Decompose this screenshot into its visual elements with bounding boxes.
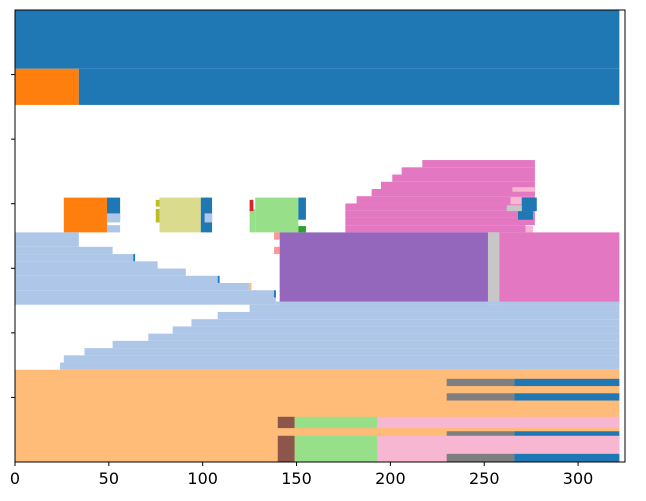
x-tick-label-3: 150 [281,469,312,488]
bar-segment-62 [446,378,515,387]
bar-segment-54 [191,319,620,327]
bar-segment-36 [15,261,158,269]
bar-segment-29 [249,208,256,233]
bar-segment-43 [217,275,220,284]
bar-segment-40 [15,290,275,298]
bar-segment-38 [15,275,218,284]
bar-segment-47 [274,246,280,255]
bar-segment-1 [15,68,79,105]
bar-segment-56 [148,333,620,341]
bar-segment-63 [514,378,620,387]
x-axis: 0 50 100 150 200 250 300 [10,462,593,488]
bar-segment-9 [345,203,535,211]
bar-segment-70 [514,431,620,440]
bar-segment-75 [514,453,620,462]
bar-segment-16 [506,205,522,212]
bar-segment-71 [277,435,295,462]
bar-segment-35 [15,254,134,262]
bar-segment-34 [15,246,113,255]
bar-segment-31 [249,199,254,212]
bar-segments [15,10,620,462]
bar-segment-23 [159,197,201,233]
bar-segment-65 [514,393,620,401]
bar-segment-46 [274,232,280,240]
bar-segment-72 [294,435,378,462]
bar-segment-5 [392,174,535,182]
bar-segment-45 [274,290,276,298]
bar-segment-51 [275,301,620,305]
bar-segment-60 [60,362,620,370]
bar-segment-11 [345,217,535,226]
bar-segment-57 [112,340,620,349]
bar-segment-66 [277,416,295,429]
bar-segment-37 [15,268,186,276]
bar-segment-27 [155,199,160,207]
x-tick-label-1: 50 [99,469,119,488]
bar-segment-42 [133,254,136,262]
bar-segment-17 [518,211,534,220]
bar-segment-2 [78,68,620,105]
bar-segment-50 [499,232,620,305]
bar-segment-18 [525,226,534,233]
bar-segment-67 [294,416,378,429]
bar-segment-0 [15,10,620,69]
bar-segment-15 [521,197,537,212]
bar-segment-21 [106,225,121,233]
bar-segment-3 [422,160,535,168]
x-tick-label-2: 100 [187,469,218,488]
bar-segment-32 [298,226,306,233]
bar-segment-26 [155,208,160,223]
bar-segment-30 [298,197,306,220]
bar-segment-64 [446,393,515,401]
bar-segment-33 [15,232,79,247]
x-tick-label-5: 250 [469,469,500,488]
x-tick-label-0: 0 [10,469,20,488]
bar-segment-22 [106,213,121,223]
bar-segment-69 [446,431,515,440]
bar-segment-44 [249,283,252,291]
bar-segment-48 [279,232,488,305]
bar-segment-53 [217,311,620,320]
bar-segment-28 [255,197,299,233]
bar-segment-7 [371,188,535,197]
bar-segment-74 [446,453,515,462]
y-axis [11,74,15,398]
bar-segment-19 [63,197,107,233]
bar-segment-58 [84,348,620,356]
bar-segment-55 [172,326,620,334]
bar-segment-52 [249,304,620,312]
bar-segment-10 [345,210,535,218]
bar-segment-41 [15,297,276,305]
bar-segment-59 [63,355,620,363]
x-tick-label-4: 200 [375,469,406,488]
bar-segment-25 [204,213,213,223]
bar-segment-39 [15,283,250,291]
bar-segment-8 [356,196,535,204]
plot-frame [14,9,626,463]
x-tick-label-6: 300 [563,469,594,488]
bar-segment-6 [381,181,535,189]
bar-segment-68 [377,416,620,429]
bar-segment-4 [401,167,535,175]
bar-segment-49 [487,232,500,305]
bar-segment-14 [510,197,522,205]
bar-segment-12 [345,225,526,233]
bar-segment-13 [512,187,535,192]
